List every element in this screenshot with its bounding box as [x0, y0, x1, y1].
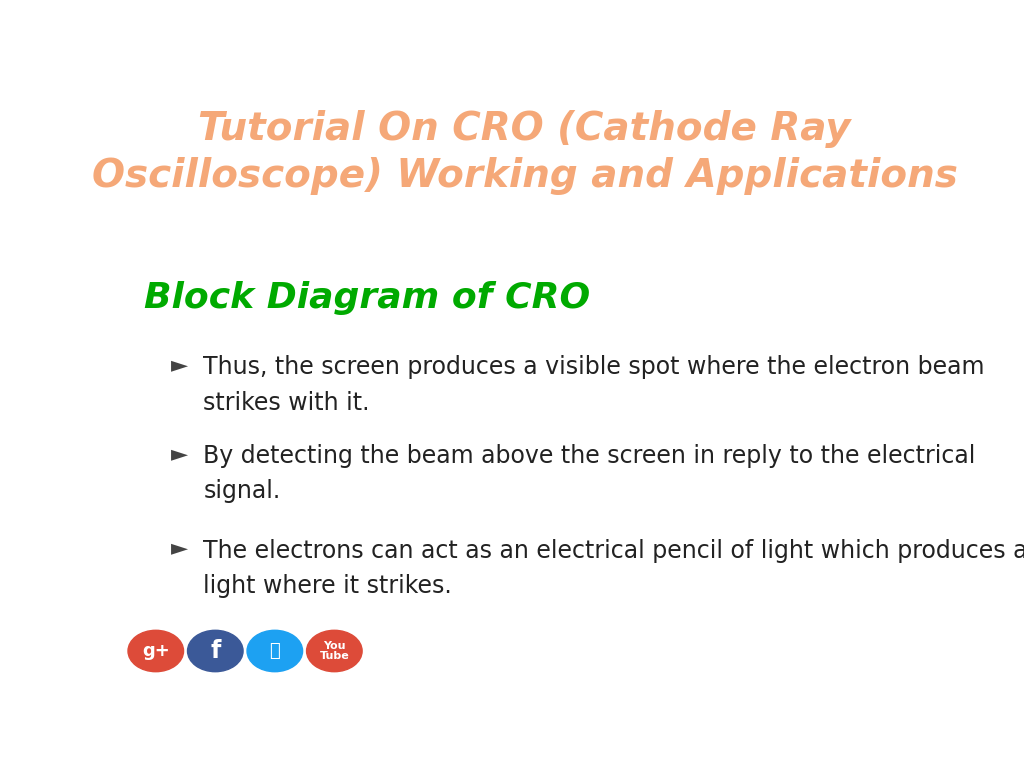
Circle shape — [306, 631, 362, 672]
Text: Thus, the screen produces a visible spot where the electron beam
strikes with it: Thus, the screen produces a visible spot… — [204, 356, 985, 415]
Text: g+: g+ — [142, 642, 170, 660]
Text: ►: ► — [171, 444, 188, 464]
Text: 🐦: 🐦 — [269, 642, 281, 660]
Circle shape — [128, 631, 183, 672]
Text: By detecting the beam above the screen in reply to the electrical
signal.: By detecting the beam above the screen i… — [204, 444, 976, 503]
Text: Tutorial On CRO (Cathode Ray
Oscilloscope) Working and Applications: Tutorial On CRO (Cathode Ray Oscilloscop… — [92, 110, 957, 195]
Text: Block Diagram of CRO: Block Diagram of CRO — [143, 281, 590, 316]
Text: f: f — [210, 639, 220, 663]
Text: ►: ► — [171, 356, 188, 376]
Circle shape — [247, 631, 303, 672]
Text: The electrons can act as an electrical pencil of light which produces a
light wh: The electrons can act as an electrical p… — [204, 538, 1024, 598]
Text: ►: ► — [171, 538, 188, 558]
Circle shape — [187, 631, 243, 672]
Text: You
Tube: You Tube — [319, 641, 349, 661]
